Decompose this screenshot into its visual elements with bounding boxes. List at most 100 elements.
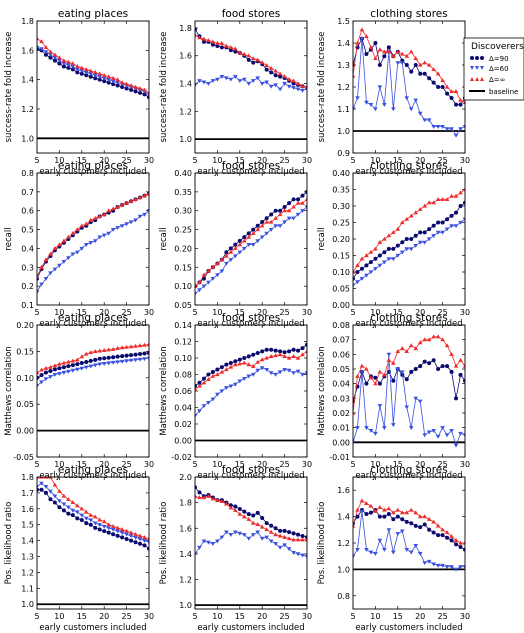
- marker-d90: [422, 522, 427, 527]
- marker-d90: [84, 521, 89, 526]
- y-tick-label: 0.9: [337, 149, 350, 158]
- marker-d90: [133, 352, 138, 357]
- chart-title: eating places: [58, 8, 128, 20]
- marker-dinf: [422, 514, 427, 519]
- marker-d60: [300, 209, 305, 214]
- y-tick-label: 0.01: [332, 424, 350, 433]
- marker-d90: [57, 366, 62, 371]
- chart-panel-0: eating places 5 10 15 20 25 30 1.0 1.2 1.4 1.6 1.8 e…: [4, 8, 154, 177]
- marker-d90: [102, 529, 107, 534]
- marker-dinf: [66, 59, 71, 64]
- marker-d60: [70, 64, 76, 69]
- marker-dinf: [83, 509, 89, 514]
- marker-d60: [382, 103, 387, 107]
- marker-d90: [264, 347, 269, 352]
- marker-d90: [93, 357, 98, 362]
- marker-d60: [79, 513, 85, 518]
- marker-dinf: [435, 71, 441, 76]
- x-tick-label: 30: [144, 308, 154, 317]
- marker-d90: [458, 204, 463, 208]
- x-tick-label: 25: [280, 308, 290, 317]
- marker-d90: [409, 69, 414, 74]
- x-tick-label: 25: [122, 612, 132, 621]
- marker-d90: [413, 523, 418, 528]
- y-tick-label: 0.35: [174, 188, 192, 197]
- marker-dinf: [79, 65, 85, 70]
- y-tick-label: 0.04: [174, 404, 192, 413]
- y-tick-label: 0.07: [332, 336, 350, 345]
- marker-dinf: [52, 363, 58, 368]
- marker-d90: [445, 217, 450, 222]
- marker-d60: [364, 100, 369, 105]
- marker-dinf: [219, 499, 225, 503]
- marker-d90: [237, 238, 242, 243]
- marker-d90: [102, 79, 107, 84]
- marker-d60: [462, 565, 465, 570]
- marker-dinf: [273, 68, 278, 73]
- marker-d60: [39, 380, 44, 385]
- marker-dinf: [304, 197, 307, 201]
- marker-dinf: [133, 84, 138, 89]
- marker-dinf: [241, 514, 247, 519]
- marker-d60: [146, 209, 149, 214]
- x-tick-label: 30: [460, 308, 470, 317]
- marker-d90: [142, 92, 147, 97]
- y-axis-label: recall: [317, 227, 327, 250]
- marker-d60: [250, 372, 256, 377]
- marker-d60: [79, 366, 85, 371]
- marker-dinf: [355, 507, 360, 512]
- marker-dinf: [219, 369, 225, 374]
- marker-dinf: [304, 349, 307, 353]
- marker-d60: [195, 414, 198, 419]
- marker-d60: [75, 250, 80, 255]
- marker-d60: [444, 433, 450, 438]
- y-tick-label: 0.7: [21, 188, 34, 197]
- marker-d60: [286, 547, 292, 552]
- x-tick-label: 15: [235, 460, 245, 469]
- axes-frame: [36, 20, 150, 154]
- marker-d60: [277, 370, 283, 375]
- marker-d60: [291, 86, 296, 90]
- x-tick-label: 20: [415, 460, 425, 469]
- marker-d90: [201, 276, 206, 281]
- marker-dinf: [404, 53, 410, 58]
- y-tick-label: 0.05: [174, 301, 192, 310]
- marker-dinf: [43, 257, 49, 262]
- marker-dinf: [291, 537, 296, 542]
- marker-d90: [364, 381, 369, 386]
- marker-d60: [413, 98, 419, 103]
- marker-d90: [282, 204, 287, 209]
- marker-d90: [269, 212, 274, 217]
- marker-dinf: [286, 536, 292, 541]
- y-tick-label: 0.02: [174, 420, 192, 429]
- marker-d60: [295, 552, 301, 557]
- marker-dinf: [197, 280, 202, 284]
- marker-d90: [93, 525, 98, 530]
- marker-d60: [224, 386, 229, 390]
- marker-d60: [422, 118, 427, 123]
- marker-d60: [453, 567, 459, 572]
- plot-area: [37, 36, 149, 140]
- chart-title: clothing stores: [370, 160, 448, 172]
- marker-dinf: [57, 361, 62, 366]
- x-axis-label: early customers included: [39, 623, 146, 633]
- marker-d60: [37, 290, 40, 295]
- marker-d60: [128, 534, 134, 539]
- marker-d90: [400, 240, 405, 245]
- marker-d90: [368, 510, 373, 515]
- marker-d60: [128, 220, 134, 225]
- legend-entry-1: Δ=60: [470, 65, 509, 73]
- marker-dinf: [83, 67, 89, 71]
- marker-dinf: [364, 501, 369, 505]
- marker-d60: [404, 247, 410, 252]
- marker-dinf: [277, 533, 283, 538]
- marker-d90: [353, 276, 355, 281]
- marker-d60: [88, 518, 94, 523]
- marker-dinf: [435, 197, 441, 201]
- marker-dinf: [277, 71, 283, 76]
- marker-d60: [79, 69, 85, 74]
- marker-d60: [426, 430, 432, 435]
- marker-d60: [101, 524, 107, 529]
- marker-dinf: [137, 533, 143, 538]
- y-tick-label: 1.0: [21, 600, 34, 609]
